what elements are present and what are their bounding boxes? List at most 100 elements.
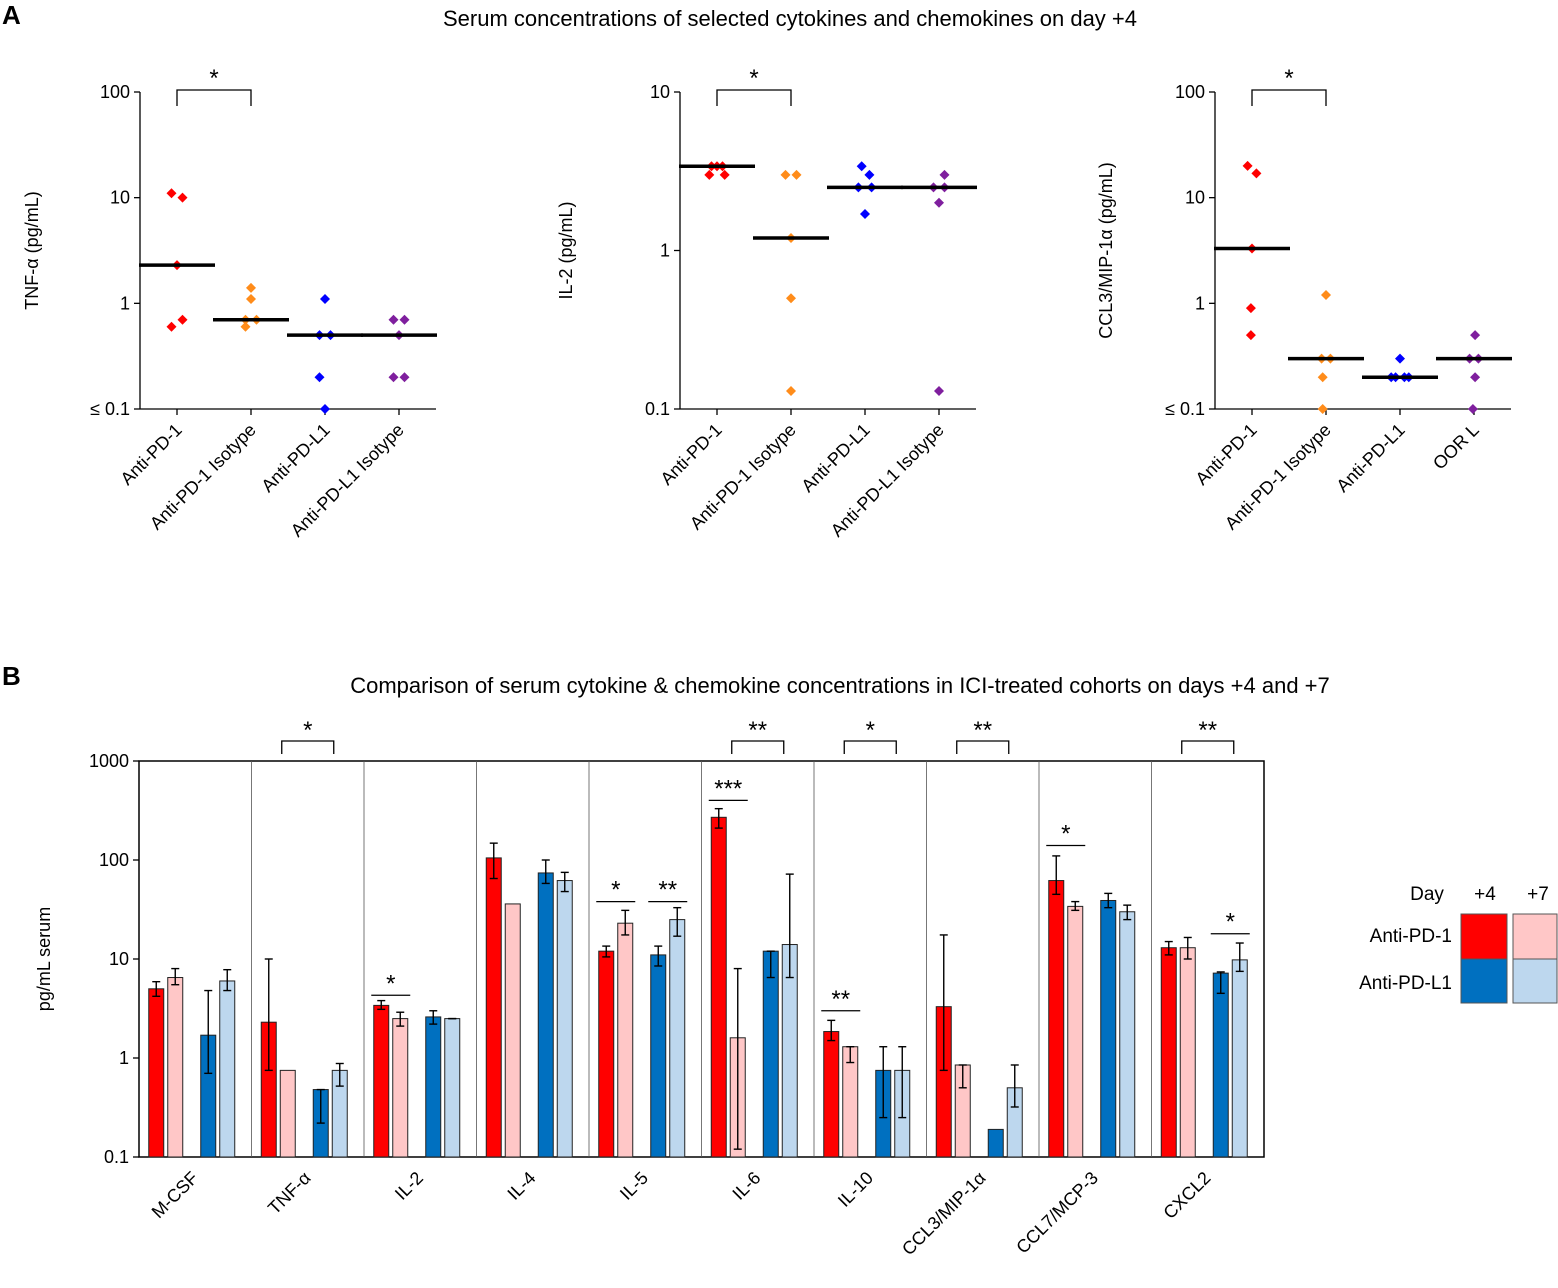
data-point-anti-pd-1	[1245, 330, 1256, 341]
data-point-anti-pd-l1	[1395, 353, 1405, 364]
significance-bracket-top	[281, 740, 335, 754]
significance-label-top: *	[866, 717, 875, 744]
data-point-anti-pd-l1-isotype	[399, 314, 410, 325]
data-point-oor-l	[1470, 330, 1481, 341]
data-point-anti-pd-l1	[320, 404, 330, 414]
x-tick-label-il-5: IL-5	[616, 1168, 652, 1204]
y-tick-label: 10	[1185, 188, 1205, 208]
legend-swatch-pd1-day7	[1512, 913, 1558, 960]
data-point-anti-pd-1	[166, 188, 177, 199]
significance-label-inner: **	[658, 877, 677, 904]
data-point-anti-pd-l1-isotype	[388, 314, 399, 325]
legend-swatch-pdl1-day7	[1512, 958, 1558, 1004]
legend-day-label: Day	[1410, 884, 1444, 905]
bar-il-5-anti-pd-l1-day-7	[669, 919, 686, 1158]
significance-bracket	[176, 89, 252, 106]
legend-day4-label: +4	[1474, 884, 1496, 905]
data-point-anti-pd-1	[177, 314, 188, 325]
data-point-oor-l	[1470, 372, 1481, 383]
significance-label-top: *	[303, 717, 312, 744]
significance-bracket	[1251, 89, 1327, 106]
significance-label-top: **	[748, 717, 767, 744]
bar-cxcl2-anti-pd-l1-day-7	[1231, 959, 1248, 1158]
x-tick-label-cxcl2: CXCL2	[1159, 1168, 1214, 1223]
bar-il-5-anti-pd-1-day-4	[598, 950, 615, 1158]
y-tick-label: 1	[660, 241, 670, 261]
bar-il-6-anti-pd-1-day-4	[710, 816, 727, 1158]
data-point-anti-pd-l1	[860, 208, 870, 219]
bar-il-4-anti-pd-1-day-4	[485, 857, 502, 1158]
significance-label-top: **	[1198, 717, 1217, 744]
y-tick-label: 1000	[89, 751, 129, 771]
bar-il-2-anti-pd-l1-day-7	[444, 1018, 461, 1158]
bar-cxcl2-anti-pd-1-day-4	[1160, 947, 1177, 1158]
data-point-anti-pd-1	[1242, 160, 1253, 171]
x-tick-label-il-10: IL-10	[834, 1168, 877, 1211]
y-tick-label: ≤ 0.1	[90, 399, 130, 419]
data-point-anti-pd-1	[1245, 303, 1256, 314]
y-tick-label: 0.1	[645, 399, 670, 419]
bar-il-4-anti-pd-1-day-7	[504, 903, 521, 1158]
data-point-anti-pd-l1-isotype	[934, 385, 944, 396]
bar-il-4-anti-pd-l1-day-7	[556, 880, 573, 1158]
x-tick-label-anti-pd-l1: Anti-PD-L1	[797, 420, 873, 496]
bar-cxcl2-anti-pd-l1-day-4	[1212, 972, 1229, 1158]
significance-label-top: **	[973, 717, 992, 744]
data-point-anti-pd-l1	[314, 372, 325, 383]
bar-il-4-anti-pd-l1-day-4	[537, 872, 554, 1158]
x-tick-label-anti-pd-1: Anti-PD-1	[117, 420, 186, 489]
x-tick-label-anti-pd-l1: Anti-PD-L1	[257, 420, 333, 496]
data-point-anti-pd-1-isotype	[246, 293, 256, 304]
y-tick-label: 1	[1195, 293, 1205, 313]
y-tick-label: 100	[99, 850, 129, 870]
data-point-anti-pd-1-isotype	[1321, 289, 1331, 300]
y-tick-label: 10	[109, 949, 129, 969]
significance-bracket-top	[956, 740, 1010, 754]
significance-label-inner: *	[611, 877, 620, 904]
x-tick-label-oor-l: OOR L	[1429, 420, 1483, 474]
legend-swatch-pdl1-day4	[1460, 958, 1508, 1004]
data-point-anti-pd-l1	[864, 169, 875, 180]
data-point-anti-pd-l1	[856, 161, 867, 172]
data-point-anti-pd-l1-isotype	[939, 169, 950, 180]
significance-label-inner: *	[386, 970, 395, 997]
data-point-anti-pd-1	[719, 169, 730, 180]
legend-anti-pd1-label: Anti-PD-1	[1370, 926, 1452, 947]
panel-b-letter: B	[2, 661, 21, 691]
significance-label-inner: *	[1061, 821, 1070, 848]
significance-label: *	[1284, 65, 1293, 92]
data-point-anti-pd-l1-isotype	[934, 197, 944, 208]
data-point-anti-pd-l1-isotype	[399, 372, 410, 383]
bar-ccl3-mip-1-anti-pd-l1-day-4	[987, 1128, 1004, 1158]
x-tick-label-il-6: IL-6	[728, 1168, 764, 1204]
y-axis-label: TNF-α (pg/mL)	[22, 191, 42, 309]
x-tick-label-ccl7-mcp-3: CCL7/MCP-3	[1012, 1168, 1102, 1258]
bar-il-5-anti-pd-1-day-7	[617, 922, 634, 1158]
data-point-anti-pd-l1	[320, 293, 330, 304]
x-tick-label-il-2: IL-2	[391, 1168, 427, 1204]
y-tick-label: 10	[650, 82, 670, 102]
data-point-anti-pd-1-isotype	[786, 293, 796, 304]
bar-m-csf-anti-pd-l1-day-7	[219, 980, 236, 1158]
bar-ccl7-mcp-3-anti-pd-l1-day-7	[1119, 911, 1136, 1158]
data-point-anti-pd-1-isotype	[246, 282, 256, 293]
data-point-anti-pd-1-isotype	[791, 169, 802, 180]
y-axis-label: CCL3/MIP-1α (pg/mL)	[1096, 162, 1116, 338]
bar-cxcl2-anti-pd-1-day-7	[1179, 947, 1196, 1158]
data-point-anti-pd-1-isotype	[240, 321, 251, 332]
data-point-anti-pd-1-isotype	[1317, 372, 1328, 383]
significance-label-inner: **	[831, 986, 850, 1013]
significance-label: *	[749, 65, 758, 92]
x-tick-label-ccl3-mip-1: CCL3/MIP-1α	[898, 1168, 990, 1260]
x-tick-label-tnf: TNF-α	[264, 1168, 314, 1218]
legend-day7-label: +7	[1527, 884, 1549, 905]
x-tick-label-anti-pd-l1: Anti-PD-L1	[1332, 420, 1408, 496]
data-point-anti-pd-1-isotype	[1317, 404, 1328, 414]
bar-m-csf-anti-pd-1-day-4	[148, 988, 165, 1158]
significance-bracket-top	[1181, 740, 1235, 754]
x-tick-label-m-csf: M-CSF	[148, 1168, 202, 1222]
y-tick-label: 100	[100, 82, 130, 102]
